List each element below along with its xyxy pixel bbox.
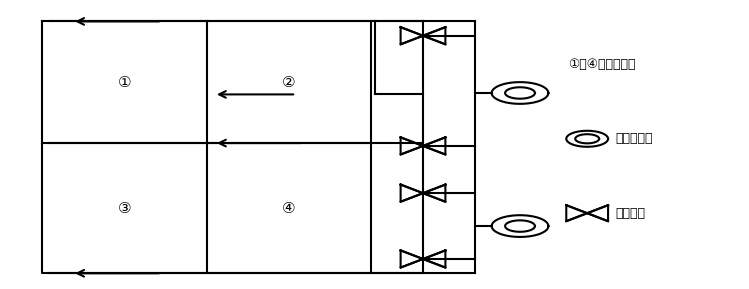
Text: ①～④：放射区域: ①～④：放射区域 (568, 58, 636, 71)
Text: ：選択弁: ：選択弁 (616, 207, 646, 220)
Text: ：貯蔵容器: ：貯蔵容器 (616, 132, 653, 145)
Text: ①: ① (118, 75, 131, 90)
Text: ④: ④ (282, 201, 296, 216)
Text: ②: ② (282, 75, 296, 90)
Text: ③: ③ (118, 201, 131, 216)
